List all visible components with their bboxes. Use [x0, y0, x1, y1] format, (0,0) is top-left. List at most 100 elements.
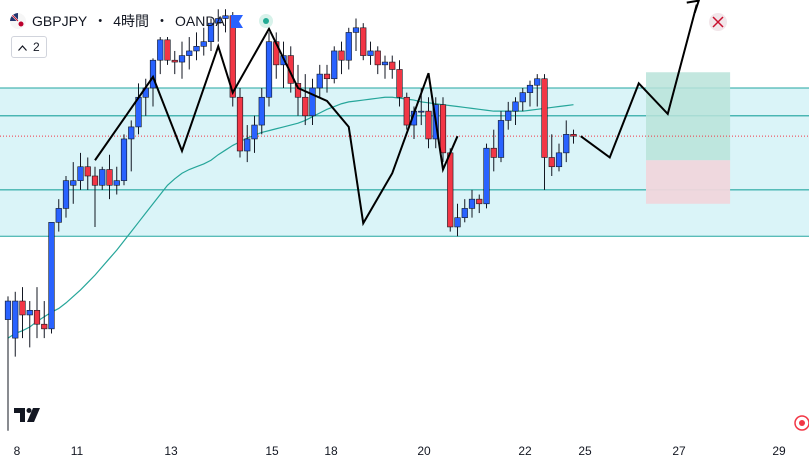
candle-body — [77, 166, 84, 181]
candle-body — [418, 110, 425, 113]
ma-line — [7, 96, 574, 339]
candle-body — [439, 104, 447, 154]
candle-body — [128, 126, 135, 140]
candle-body — [526, 84, 534, 93]
candle-body — [505, 110, 512, 121]
candle-body — [541, 78, 548, 158]
target-zone — [646, 72, 731, 161]
candle-body — [91, 175, 99, 186]
arrow-head — [686, 0, 701, 13]
bookmark-icon[interactable] — [230, 14, 243, 28]
candle-body — [534, 78, 541, 86]
candle-body — [381, 61, 389, 66]
candle-body — [476, 198, 483, 205]
broker-label: OANDA — [175, 13, 225, 29]
indicator-count: 2 — [33, 40, 40, 54]
candle-body — [41, 323, 48, 330]
candle-body — [215, 18, 222, 24]
x-axis-label: 22 — [518, 444, 532, 458]
candle-body — [26, 310, 33, 316]
candle-body — [548, 157, 555, 168]
candle-body — [396, 69, 403, 98]
separator: ・ — [155, 13, 170, 29]
candle-body — [244, 138, 251, 152]
projected-path — [580, 0, 701, 160]
candle-body — [389, 61, 396, 70]
candle-body — [222, 15, 229, 19]
candle-body — [178, 55, 186, 63]
candle-body — [70, 180, 77, 186]
chevron-up-icon — [18, 40, 27, 54]
candle-body — [4, 300, 12, 320]
candle-body — [149, 59, 157, 89]
candle-body — [12, 300, 19, 339]
candle-body — [425, 110, 432, 140]
alert-icon[interactable] — [793, 414, 809, 432]
timeframe-label[interactable]: 4時間 — [113, 13, 150, 29]
stop-zone — [646, 160, 731, 204]
moving-average-line — [7, 96, 574, 339]
candle-body — [555, 152, 563, 168]
x-axis-label: 20 — [417, 444, 431, 458]
uk-japan-flag-icon — [10, 13, 26, 29]
x-axis: 8 11 13 15 18 20 22 25 27 29 — [14, 444, 786, 458]
candle-body — [302, 96, 309, 117]
x-axis-label: 11 — [71, 444, 84, 458]
zigzag-lines — [94, 26, 459, 227]
zigzag-line — [94, 26, 459, 227]
candle-body — [374, 50, 381, 66]
symbol-label[interactable]: GBPJPY — [32, 13, 88, 29]
candle-body — [164, 39, 171, 61]
candle-body — [331, 50, 338, 80]
indicator-toggle-button[interactable]: 2 — [11, 36, 47, 58]
candle-body — [186, 50, 193, 56]
candle-body — [19, 300, 26, 316]
candle-body — [236, 96, 244, 152]
candle-body — [447, 152, 454, 228]
candle-body — [251, 124, 258, 140]
candle-body — [207, 22, 215, 42]
broker-logo-icon — [708, 12, 728, 37]
candle-body — [338, 50, 345, 61]
candle-body — [193, 46, 200, 52]
candle-body — [99, 169, 106, 186]
candle-body — [48, 222, 55, 330]
candle-body — [490, 147, 497, 158]
position-boxes — [0, 72, 809, 204]
candles — [4, 9, 577, 431]
candle-body — [352, 27, 360, 33]
candle-body — [563, 134, 570, 154]
candle-body — [367, 50, 374, 56]
separator: ・ — [93, 13, 108, 29]
candle-body — [497, 120, 505, 158]
tradingview-logo-icon[interactable] — [14, 406, 46, 429]
x-axis-label: 8 — [14, 444, 21, 458]
x-axis-label: 27 — [672, 444, 686, 458]
market-status-icon[interactable] — [258, 14, 273, 28]
candle-body — [120, 138, 128, 181]
candle-body — [62, 180, 70, 209]
candle-body — [468, 198, 476, 209]
candle-body — [106, 169, 113, 186]
candle-body — [33, 310, 41, 325]
candle-body — [265, 41, 273, 98]
candle-body — [345, 32, 352, 61]
candle-body — [113, 180, 120, 186]
candle-body — [512, 101, 519, 112]
candle-body — [483, 147, 490, 205]
candle-body — [200, 41, 207, 47]
candle-body — [309, 87, 316, 117]
candle-body — [461, 208, 468, 218]
x-axis-label: 18 — [324, 444, 338, 458]
x-axis-label: 13 — [164, 444, 178, 458]
candle-body — [360, 27, 367, 56]
candle-body — [55, 208, 62, 223]
candle-body — [316, 73, 323, 89]
candle-body — [403, 96, 410, 126]
candle-body — [519, 92, 526, 103]
candle-body — [171, 59, 178, 63]
projection-line — [580, 4, 698, 160]
candle-body — [323, 73, 331, 80]
